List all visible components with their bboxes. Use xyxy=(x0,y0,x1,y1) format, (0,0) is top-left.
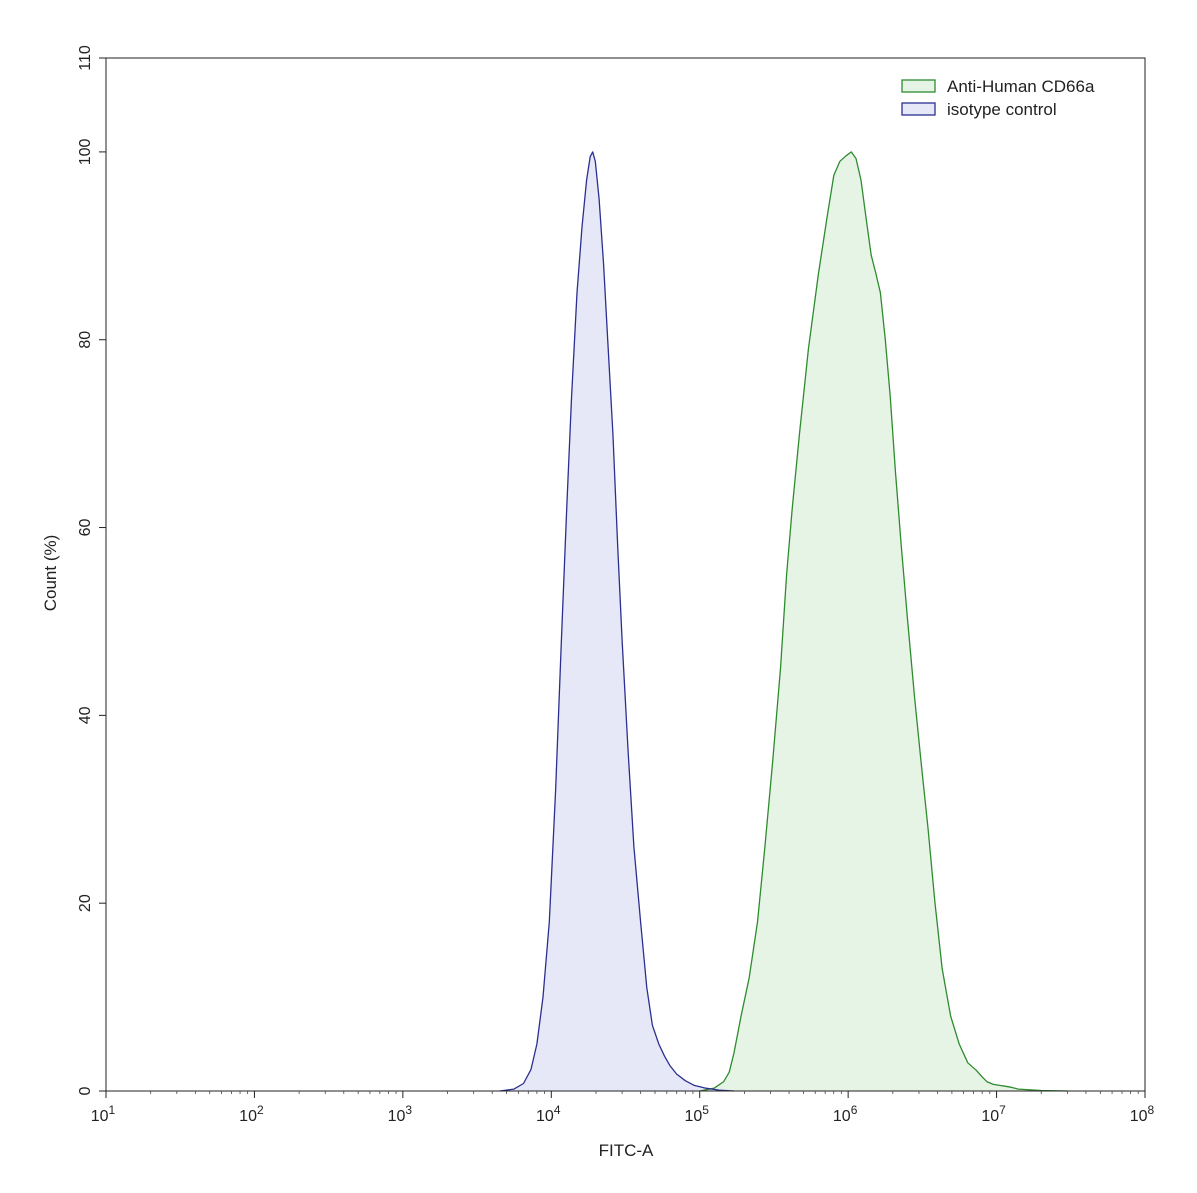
axes-layer: 101 102 103 104 105 106 107 108 0 20 40 60 80 100 110 xyxy=(77,45,1155,1125)
y-tick-label: 60 xyxy=(77,519,94,537)
series-line-0 xyxy=(699,151,1068,1092)
x-tick-label: 102 xyxy=(239,1103,264,1125)
x-tick-label: 101 xyxy=(91,1103,116,1125)
series-fill-1 xyxy=(499,151,734,1091)
legend: Anti-Human CD66a isotype control xyxy=(901,77,1095,119)
legend-label-1: isotype control xyxy=(947,100,1057,119)
x-tick-label: 108 xyxy=(1130,1103,1155,1125)
y-tick-label: 0 xyxy=(77,1086,94,1095)
x-tick-label: 106 xyxy=(833,1103,858,1125)
x-tick-label: 104 xyxy=(536,1103,561,1125)
x-tick-label: 105 xyxy=(684,1103,709,1125)
y-axis-title: Count (%) xyxy=(41,535,60,612)
series-fill-0 xyxy=(699,151,1068,1091)
y-tick-label: 40 xyxy=(77,706,94,724)
y-tick-label: 80 xyxy=(77,331,94,349)
legend-swatch-0 xyxy=(901,79,936,93)
y-tick-label: 110 xyxy=(77,45,94,71)
y-tick-label: 20 xyxy=(77,894,94,912)
series-line-1 xyxy=(499,151,734,1092)
x-axis-title: FITC-A xyxy=(599,1141,654,1160)
x-tick-label: 103 xyxy=(388,1103,413,1125)
x-tick-label: 107 xyxy=(981,1103,1006,1125)
plot-frame xyxy=(105,57,1146,1092)
legend-swatch-1 xyxy=(901,102,936,116)
legend-label-0: Anti-Human CD66a xyxy=(947,77,1095,96)
y-tick-label: 100 xyxy=(77,138,94,165)
series-layer xyxy=(499,151,1068,1092)
